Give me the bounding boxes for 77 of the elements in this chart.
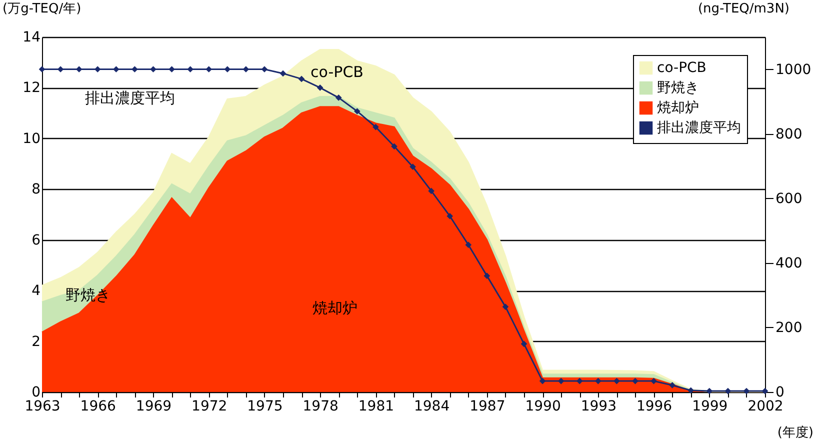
point [206,66,212,72]
legend-label: co-PCB [657,60,706,76]
point [632,378,638,384]
point [762,388,768,394]
y-tick-label: 6 [32,232,41,248]
y2-tick-label: 0 [776,384,784,400]
point [724,388,732,394]
x-axis-title: (年度) [777,424,814,440]
y2-tick-label: 600 [776,190,802,207]
y2-tick-label: 200 [776,320,802,336]
point [38,66,46,72]
x-tick-label: 1990 [525,398,561,414]
x-tick-label: 1963 [24,398,60,414]
point [446,212,454,220]
x-tick-label: 1969 [136,398,172,414]
x-tick-label: 1978 [302,398,338,414]
point [614,378,620,384]
point [594,378,602,384]
x-tick-label: 1984 [414,398,450,414]
x-tick-label: 1993 [580,398,616,414]
point [502,304,509,310]
point [706,388,713,394]
point [372,124,379,130]
point [76,66,82,72]
point [465,242,472,248]
y-tick-label: 8 [32,182,40,198]
point [150,66,156,72]
y-tick-label: 2 [32,334,40,350]
x-tick-label: 1999 [692,398,728,414]
point [688,387,694,394]
y-tick-label: 14 [22,30,41,46]
annotation: 野焼き [66,286,110,304]
point [112,66,120,72]
point [576,378,583,384]
point [224,66,231,72]
x-tick-label: 1966 [80,398,116,414]
y-tick-label: 12 [22,80,40,96]
point [57,66,64,72]
annotation: 排出濃度平均 [85,89,175,107]
y-tick-label: 10 [22,130,40,147]
y2-tick-label: 800 [776,126,802,142]
y-axis-title: (万g-TEQ/年) [2,2,82,16]
x-tick-label: 1981 [358,398,394,414]
legend-label: 焼却炉 [657,100,699,116]
point [410,164,416,170]
legend-label: 野焼き [657,80,699,96]
y-tick-label: 4 [32,283,41,300]
point [94,66,101,72]
point [539,378,546,384]
y2-tick-label: 1000 [776,62,812,78]
x-tick-label: 2002 [748,398,784,414]
point [316,84,324,91]
annotation: 焼却炉 [312,299,358,317]
point [558,378,564,384]
x-tick-label: 1972 [192,398,228,414]
x-tick-label: 1996 [636,398,672,414]
y-tick-label: 0 [32,384,40,400]
y2-tick-label: 400 [776,255,802,272]
point [168,66,175,72]
point [520,340,528,348]
point [428,188,434,194]
point [261,66,268,72]
point [280,70,286,77]
point [743,388,750,394]
point [298,76,305,82]
point [335,94,342,101]
x-tick-label: 1987 [470,398,506,414]
point [669,382,676,388]
y2-axis-title: (ng-TEQ/m3N) [698,2,790,16]
point [650,378,657,384]
point [242,66,250,72]
annotation: co-PCB [310,63,364,81]
x-tick-label: 1975 [247,398,283,414]
legend-label: 排出濃度平均 [657,120,741,136]
point [391,143,398,150]
point [484,272,490,279]
point [354,108,360,114]
